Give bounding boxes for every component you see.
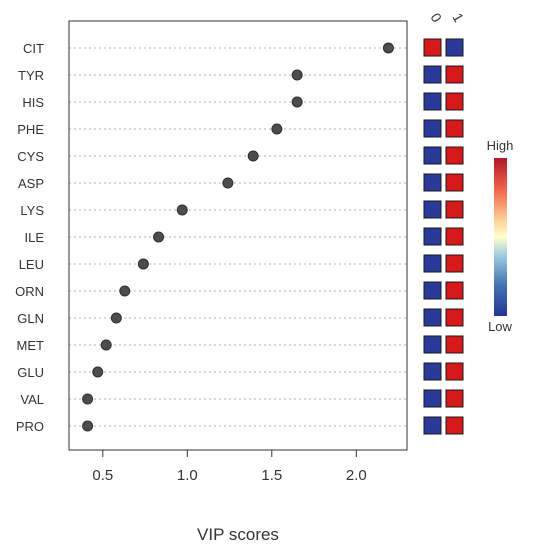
heatmap-cell-asp-group-1 <box>445 173 464 192</box>
x-tick-label: 0.5 <box>92 467 113 484</box>
data-point-orn <box>119 285 131 297</box>
variable-label-glu: GLU <box>17 365 44 380</box>
heatmap-cell-tyr-group-1 <box>445 65 464 84</box>
heatmap-cell-cys-group-1 <box>445 146 464 165</box>
data-points <box>82 42 394 432</box>
heatmap-cell-gln-group-0 <box>423 308 442 327</box>
heatmap-cell-val-group-0 <box>423 389 442 408</box>
data-point-leu <box>137 258 149 270</box>
heatmap-cell-cit-group-0 <box>423 38 442 57</box>
heatmap-cell-leu-group-1 <box>445 254 464 273</box>
heatmap-cell-met-group-0 <box>423 335 442 354</box>
data-point-cit <box>382 42 394 54</box>
variable-label-gln: GLN <box>17 311 44 326</box>
data-point-tyr <box>291 69 303 81</box>
group-label-1: 1 <box>449 10 467 25</box>
heatmap-cell-glu-group-0 <box>423 362 442 381</box>
heatmap-cell-his-group-1 <box>445 92 464 111</box>
data-point-met <box>100 339 112 351</box>
variable-label-orn: ORN <box>15 284 44 299</box>
group-label-0: 0 <box>427 10 445 25</box>
heatmap-cell-orn-group-0 <box>423 281 442 300</box>
data-point-asp <box>222 177 234 189</box>
heatmap-cell-phe-group-1 <box>445 119 464 138</box>
heatmap-cell-pro-group-0 <box>423 416 442 435</box>
heatmap-cell-cys-group-0 <box>423 146 442 165</box>
heatmap-cell-pro-group-1 <box>445 416 464 435</box>
data-point-glu <box>92 366 104 378</box>
heatmap-cell-lys-group-0 <box>423 200 442 219</box>
x-tick-label: 1.0 <box>177 467 198 484</box>
data-point-val <box>82 393 94 405</box>
heatmap-cell-met-group-1 <box>445 335 464 354</box>
variable-label-met: MET <box>17 338 45 353</box>
heatmap-cell-phe-group-0 <box>423 119 442 138</box>
data-point-lys <box>176 204 188 216</box>
variable-label-tyr: TYR <box>18 68 44 83</box>
variable-label-leu: LEU <box>19 257 44 272</box>
heatmap-cell-his-group-0 <box>423 92 442 111</box>
heatmap-cell-leu-group-0 <box>423 254 442 273</box>
variable-label-cit: CIT <box>23 41 44 56</box>
heatmap-cell-glu-group-1 <box>445 362 464 381</box>
data-point-ile <box>153 231 165 243</box>
heatmap-cell-asp-group-0 <box>423 173 442 192</box>
variable-label-val: VAL <box>20 392 44 407</box>
variable-label-asp: ASP <box>18 176 44 191</box>
variable-label-ile: ILE <box>24 230 44 245</box>
variable-labels: CIT TYR HIS PHE CYS ASP LYS ILE LEU ORN GLN MET GLU V… <box>15 41 44 434</box>
grid-lines <box>69 47 407 427</box>
x-tick-label: 1.5 <box>261 467 282 484</box>
heatmap-cell-ile-group-1 <box>445 227 464 246</box>
variable-label-lys: LYS <box>20 203 44 218</box>
heatmap-cell-orn-group-1 <box>445 281 464 300</box>
data-point-gln <box>110 312 122 324</box>
color-legend: High Low <box>487 138 514 334</box>
variable-label-phe: PHE <box>17 122 44 137</box>
heatmap-cell-ile-group-0 <box>423 227 442 246</box>
data-point-cys <box>247 150 259 162</box>
variable-label-pro: PRO <box>16 419 44 434</box>
heatmap-cell-gln-group-1 <box>445 308 464 327</box>
plot-frame <box>68 20 408 451</box>
data-point-his <box>291 96 303 108</box>
legend-high-label: High <box>487 138 514 153</box>
variable-label-his: HIS <box>22 95 44 110</box>
heatmap-cell-tyr-group-0 <box>423 65 442 84</box>
heatmap-cell-val-group-1 <box>445 389 464 408</box>
data-point-phe <box>271 123 283 135</box>
heatmap-cell-lys-group-1 <box>445 200 464 219</box>
variable-label-cys: CYS <box>17 149 44 164</box>
x-axis: 0.5 1.0 1.5 2.0 <box>92 450 367 484</box>
data-point-pro <box>82 420 94 432</box>
x-axis-title: VIP scores <box>197 525 279 544</box>
heatmap-cell-cit-group-1 <box>445 38 464 57</box>
legend-low-label: Low <box>488 319 512 334</box>
legend-colorbar <box>494 158 507 316</box>
x-tick-label: 2.0 <box>346 467 367 484</box>
